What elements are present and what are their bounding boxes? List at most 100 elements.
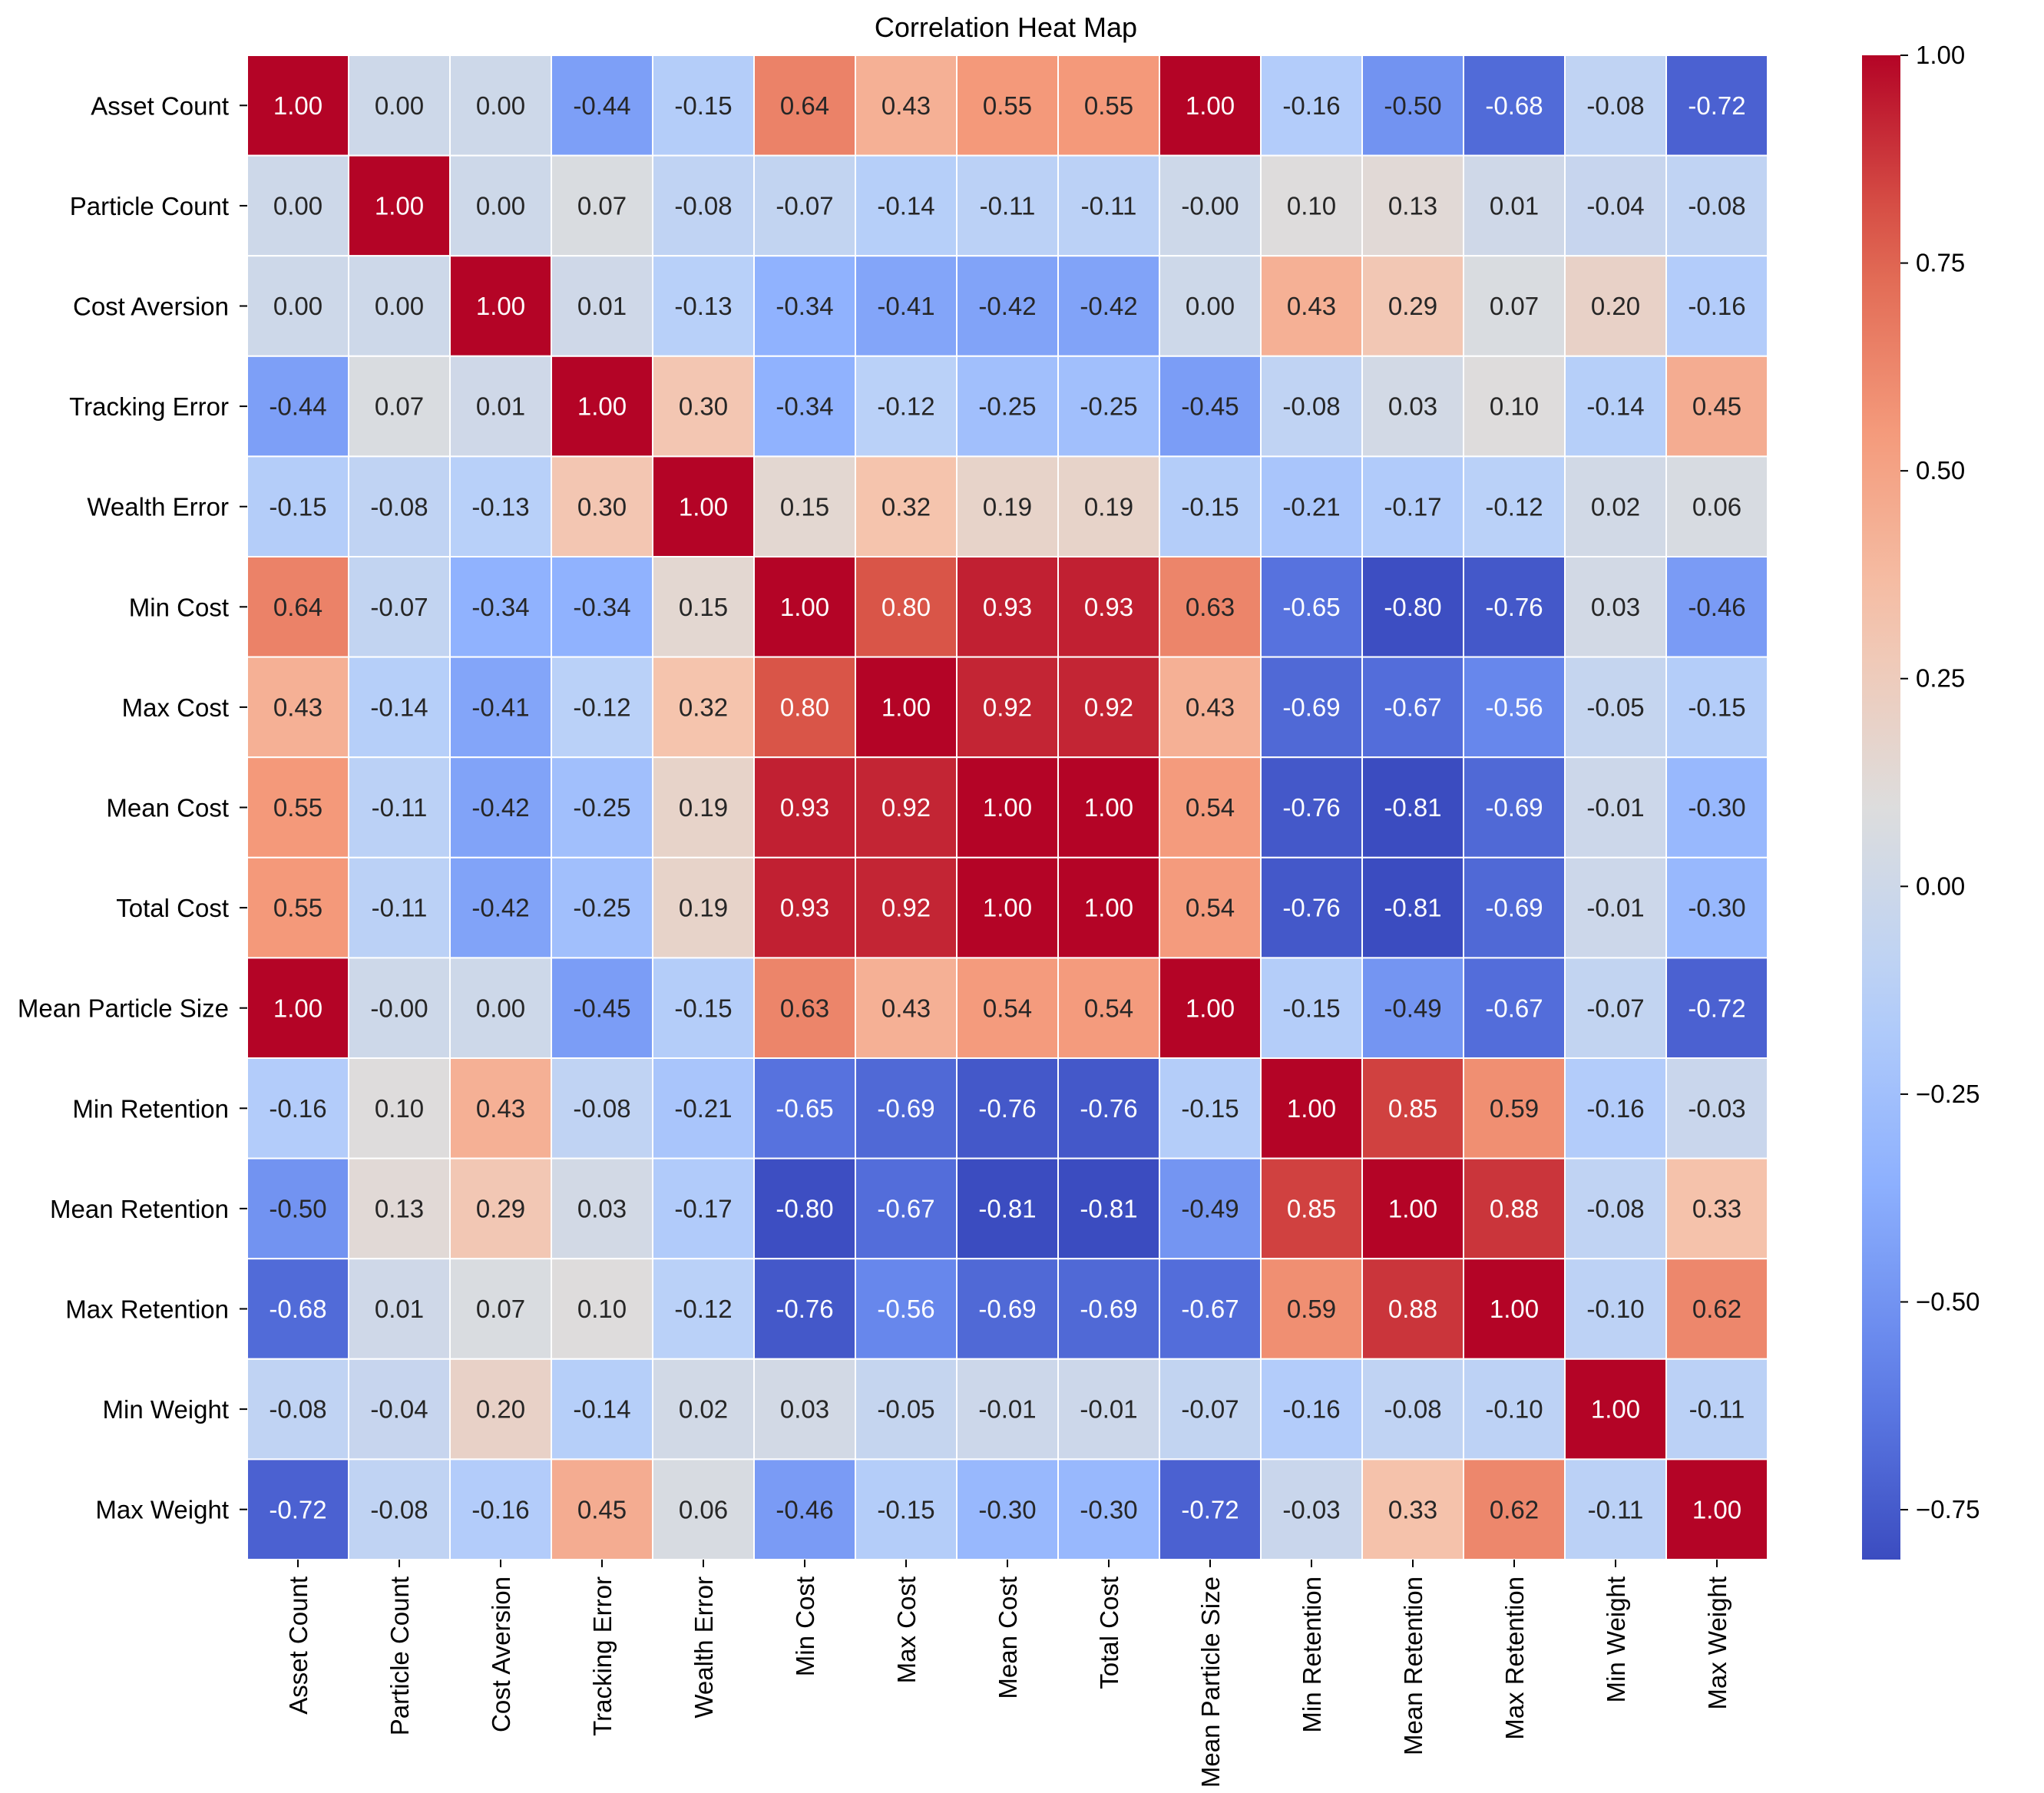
heatmap-cell: [1463, 957, 1566, 1060]
cell-value-label: 0.06: [679, 1495, 728, 1523]
cell-value-label: -0.80: [776, 1194, 833, 1222]
cell-value-label: 0.32: [881, 492, 931, 521]
heatmap-cell: [956, 255, 1059, 357]
cell-value-label: 0.32: [679, 693, 728, 721]
x-tick-label: Tracking Error: [588, 1576, 617, 1736]
heatmap-cell: [246, 856, 349, 959]
heatmap-cell: [1564, 957, 1667, 1060]
cell-value-label: -0.30: [1688, 894, 1745, 922]
heatmap-cell: [855, 1358, 958, 1461]
heatmap-cell: [1665, 856, 1768, 959]
heatmap-cell: [348, 1057, 451, 1159]
cell-value-label: 0.55: [1084, 91, 1133, 120]
heatmap-cell: [1665, 957, 1768, 1060]
colorbar-tick-label: −0.75: [1916, 1495, 1980, 1523]
heatmap-cell: [956, 756, 1059, 858]
heatmap-cell: [855, 656, 958, 759]
cell-value-label: -0.44: [573, 91, 630, 120]
heatmap-cell: [1665, 656, 1768, 759]
heatmap-cell: [956, 1258, 1059, 1360]
cell-value-label: 0.54: [1186, 894, 1235, 922]
heatmap-cell: [1665, 154, 1768, 257]
cell-value-label: 0.92: [881, 793, 931, 822]
cell-value-label: -0.16: [269, 1094, 326, 1123]
colorbar-tick-label: 1.00: [1916, 41, 1965, 69]
heatmap-cell: [1463, 1057, 1566, 1159]
cell-value-label: -0.12: [877, 392, 934, 421]
heatmap-cell: [1564, 1358, 1667, 1461]
y-tick-label: Mean Retention: [50, 1195, 229, 1223]
cell-value-label: 1.00: [273, 91, 322, 120]
y-tick-label: Min Cost: [129, 593, 229, 621]
cell-value-label: -0.03: [1282, 1495, 1340, 1523]
x-tick-label: Min Weight: [1602, 1576, 1630, 1702]
cell-value-label: -0.14: [877, 191, 934, 220]
heatmap-cell: [1361, 957, 1464, 1060]
y-tick-label: Min Retention: [72, 1094, 229, 1123]
cell-value-label: -0.42: [471, 894, 529, 922]
heatmap-cell: [1057, 455, 1160, 558]
heatmap-cell: [551, 957, 653, 1060]
cell-value-label: -0.34: [471, 593, 529, 621]
heatmap-cell: [1057, 1258, 1160, 1360]
y-tick-label: Particle Count: [70, 192, 229, 220]
heatmap-cell: [1159, 1057, 1262, 1159]
heatmap-cell: [753, 1458, 856, 1561]
cell-value-label: 0.80: [881, 593, 931, 621]
cell-value-label: 0.88: [1388, 1295, 1437, 1323]
cell-value-label: -0.11: [1081, 191, 1137, 220]
heatmap-cell: [348, 856, 451, 959]
cell-value-label: -0.00: [1181, 191, 1239, 220]
cell-value-label: 0.01: [375, 1295, 424, 1323]
heatmap-cell: [1463, 756, 1566, 858]
heatmap-cell: [956, 55, 1059, 157]
cell-value-label: 0.55: [983, 91, 1032, 120]
y-tick-label: Tracking Error: [69, 392, 229, 421]
heatmap-cell: [551, 55, 653, 157]
y-tick-label: Wealth Error: [87, 493, 229, 521]
heatmap-cell: [348, 1358, 451, 1461]
heatmap-cell: [652, 355, 755, 458]
heatmap-cell: [1564, 756, 1667, 858]
cell-value-label: -0.15: [674, 994, 732, 1022]
heatmap-cell: [1361, 656, 1464, 759]
x-tick-label: Mean Cost: [994, 1576, 1022, 1699]
heatmap-cell: [449, 856, 552, 959]
heatmap-cell: [1463, 154, 1566, 257]
cell-value-label: 0.10: [577, 1295, 627, 1323]
cell-value-label: -0.12: [1485, 492, 1543, 521]
x-tick-label: Asset Count: [284, 1576, 313, 1715]
heatmap-cell: [551, 455, 653, 558]
heatmap-cell: [551, 656, 653, 759]
cell-value-label: -0.50: [1384, 91, 1441, 120]
cell-value-label: -0.14: [573, 1395, 630, 1424]
heatmap-cell: [246, 455, 349, 558]
cell-value-label: 0.93: [780, 894, 829, 922]
cell-value-label: -0.34: [573, 593, 630, 621]
cell-value-label: 0.63: [1186, 593, 1235, 621]
heatmap-cells: 1.00 0.00 0.00 -0.44 -0.15 0.64 0.43 0.55 0.55 1.…: [246, 55, 1768, 1561]
heatmap-cell: [1260, 957, 1363, 1060]
cell-value-label: -0.76: [1080, 1094, 1137, 1123]
cell-value-label: 0.13: [375, 1194, 424, 1222]
heatmap-cell: [1057, 556, 1160, 658]
colorbar-tick-label: 0.25: [1916, 664, 1965, 693]
cell-value-label: -0.69: [978, 1295, 1036, 1323]
cell-value-label: 0.00: [1186, 292, 1235, 320]
cell-value-label: 0.88: [1490, 1194, 1539, 1222]
cell-value-label: 1.00: [679, 492, 728, 521]
heatmap-cell: [855, 1258, 958, 1360]
y-tick-label: Max Weight: [95, 1496, 229, 1524]
cell-value-label: -0.56: [877, 1295, 934, 1323]
cell-value-label: -0.07: [1181, 1395, 1239, 1424]
heatmap-cell: [246, 1358, 349, 1461]
cell-value-label: -0.45: [1181, 392, 1239, 421]
cell-value-label: -0.34: [776, 392, 833, 421]
cell-value-label: -0.42: [1080, 292, 1137, 320]
cell-value-label: 0.06: [1692, 492, 1741, 521]
cell-value-label: -0.81: [1384, 894, 1441, 922]
cell-value-label: 0.85: [1388, 1094, 1437, 1123]
cell-value-label: 0.03: [780, 1395, 829, 1424]
heatmap-cell: [855, 455, 958, 558]
heatmap-cell: [348, 1258, 451, 1360]
